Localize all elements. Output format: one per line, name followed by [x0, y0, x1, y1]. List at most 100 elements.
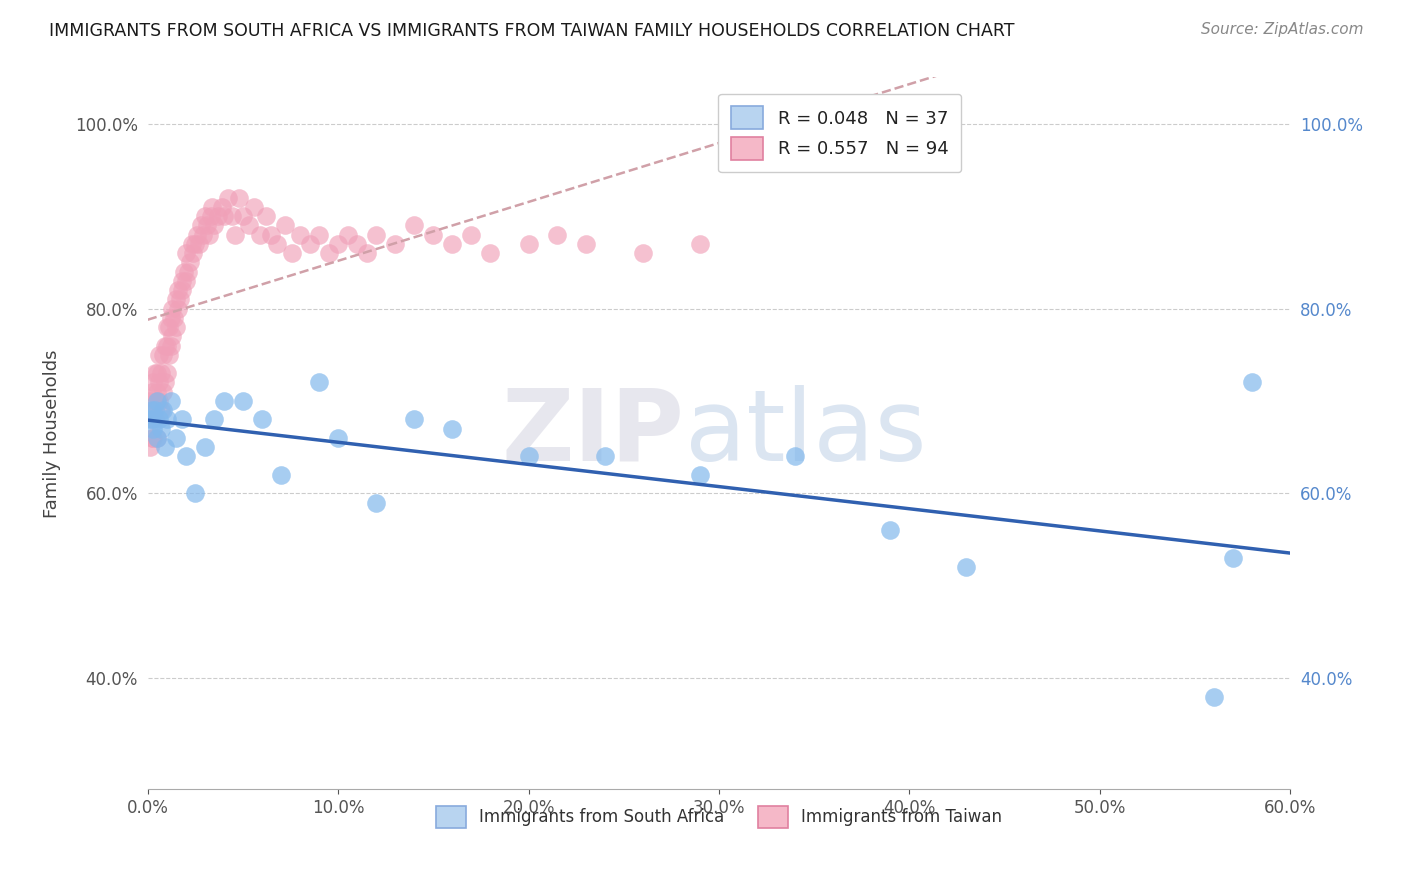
Point	[238, 219, 260, 233]
Point	[142, 431, 165, 445]
Point	[173, 264, 195, 278]
Point	[356, 246, 378, 260]
Point	[689, 236, 711, 251]
Point	[174, 450, 197, 464]
Point	[266, 236, 288, 251]
Point	[169, 293, 191, 307]
Point	[228, 191, 250, 205]
Point	[1222, 551, 1244, 566]
Point	[270, 467, 292, 482]
Point	[785, 450, 807, 464]
Point	[955, 560, 977, 574]
Point	[254, 209, 277, 223]
Point	[170, 283, 193, 297]
Point	[165, 320, 187, 334]
Point	[142, 376, 165, 390]
Point	[141, 403, 163, 417]
Point	[148, 412, 170, 426]
Point	[183, 246, 205, 260]
Point	[146, 394, 169, 409]
Point	[174, 246, 197, 260]
Point	[153, 376, 176, 390]
Point	[207, 209, 229, 223]
Point	[479, 246, 502, 260]
Point	[157, 320, 180, 334]
Legend: Immigrants from South Africa, Immigrants from Taiwan: Immigrants from South Africa, Immigrants…	[429, 799, 1008, 834]
Point	[159, 338, 181, 352]
Point	[174, 274, 197, 288]
Point	[150, 366, 173, 380]
Point	[152, 384, 174, 399]
Point	[298, 236, 321, 251]
Point	[143, 394, 166, 409]
Point	[156, 412, 179, 426]
Point	[165, 431, 187, 445]
Point	[1241, 376, 1264, 390]
Point	[138, 412, 160, 426]
Point	[141, 384, 163, 399]
Point	[188, 236, 211, 251]
Point	[143, 412, 166, 426]
Point	[217, 191, 239, 205]
Point	[157, 348, 180, 362]
Point	[326, 431, 349, 445]
Point	[146, 431, 169, 445]
Point	[441, 236, 464, 251]
Point	[146, 384, 169, 399]
Point	[195, 219, 218, 233]
Point	[143, 366, 166, 380]
Point	[186, 227, 208, 242]
Point	[167, 283, 190, 297]
Point	[162, 329, 184, 343]
Text: ZIP: ZIP	[502, 384, 685, 482]
Point	[689, 467, 711, 482]
Point	[194, 440, 217, 454]
Point	[517, 236, 540, 251]
Point	[141, 412, 163, 426]
Point	[308, 227, 330, 242]
Point	[288, 227, 311, 242]
Point	[150, 422, 173, 436]
Point	[232, 209, 254, 223]
Point	[177, 264, 200, 278]
Point	[366, 496, 388, 510]
Point	[148, 348, 170, 362]
Point	[879, 524, 901, 538]
Point	[224, 227, 246, 242]
Point	[156, 338, 179, 352]
Point	[308, 376, 330, 390]
Point	[260, 227, 283, 242]
Point	[281, 246, 304, 260]
Point	[212, 209, 235, 223]
Point	[148, 394, 170, 409]
Point	[1202, 690, 1225, 704]
Point	[250, 412, 273, 426]
Point	[631, 246, 654, 260]
Point	[404, 219, 426, 233]
Point	[146, 431, 169, 445]
Point	[184, 236, 207, 251]
Point	[159, 394, 181, 409]
Point	[191, 227, 214, 242]
Point	[546, 227, 568, 242]
Point	[142, 422, 165, 436]
Point	[142, 403, 165, 417]
Point	[180, 236, 202, 251]
Point	[197, 227, 219, 242]
Point	[441, 422, 464, 436]
Text: Source: ZipAtlas.com: Source: ZipAtlas.com	[1201, 22, 1364, 37]
Point	[201, 200, 224, 214]
Point	[336, 227, 359, 242]
Point	[143, 403, 166, 417]
Y-axis label: Family Households: Family Households	[44, 349, 60, 517]
Point	[249, 227, 271, 242]
Point	[141, 431, 163, 445]
Point	[153, 338, 176, 352]
Point	[148, 376, 170, 390]
Point	[170, 412, 193, 426]
Point	[152, 403, 174, 417]
Point	[162, 301, 184, 316]
Point	[318, 246, 340, 260]
Point	[274, 219, 297, 233]
Point	[202, 219, 225, 233]
